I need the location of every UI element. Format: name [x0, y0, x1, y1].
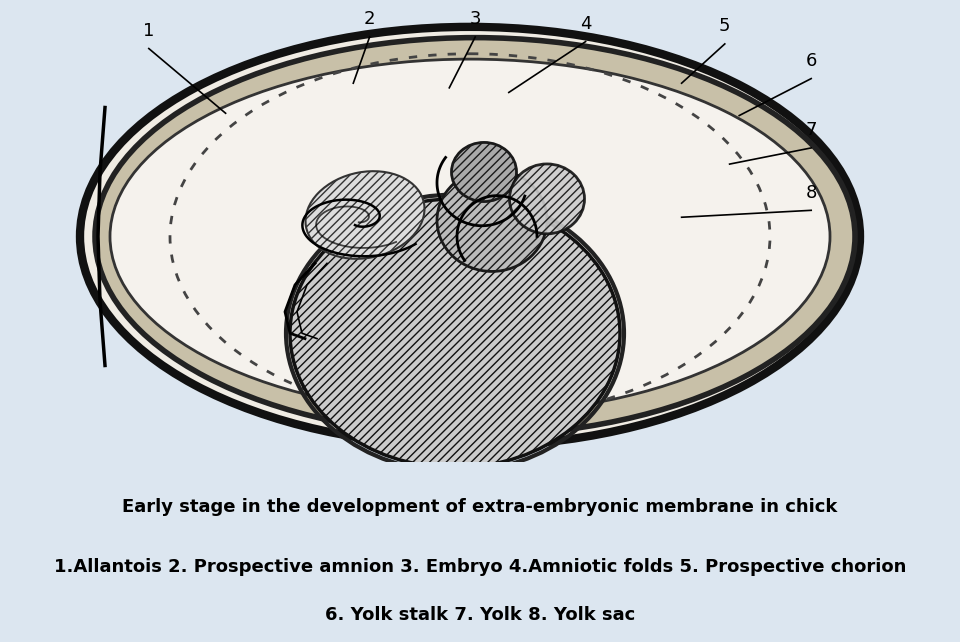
Text: 1: 1: [143, 22, 155, 40]
Text: 4: 4: [580, 15, 591, 33]
Ellipse shape: [510, 164, 585, 234]
Text: 5: 5: [719, 17, 731, 35]
Text: 3: 3: [469, 10, 481, 28]
Text: 6: 6: [805, 52, 817, 70]
Ellipse shape: [437, 169, 547, 272]
Text: 7: 7: [805, 121, 817, 139]
Text: 6. Yolk stalk 7. Yolk 8. Yolk sac: 6. Yolk stalk 7. Yolk 8. Yolk sac: [324, 606, 636, 624]
Ellipse shape: [451, 143, 516, 202]
Ellipse shape: [305, 171, 424, 259]
Text: Early stage in the development of extra-embryonic membrane in chick: Early stage in the development of extra-…: [122, 498, 838, 516]
Ellipse shape: [290, 199, 620, 467]
Ellipse shape: [80, 27, 860, 446]
Ellipse shape: [95, 38, 855, 435]
Text: 2: 2: [364, 10, 375, 28]
Text: 1.Allantois 2. Prospective amnion 3. Embryo 4.Amniotic folds 5. Prospective chor: 1.Allantois 2. Prospective amnion 3. Emb…: [54, 557, 906, 575]
Ellipse shape: [110, 59, 830, 414]
Text: 8: 8: [805, 184, 817, 202]
